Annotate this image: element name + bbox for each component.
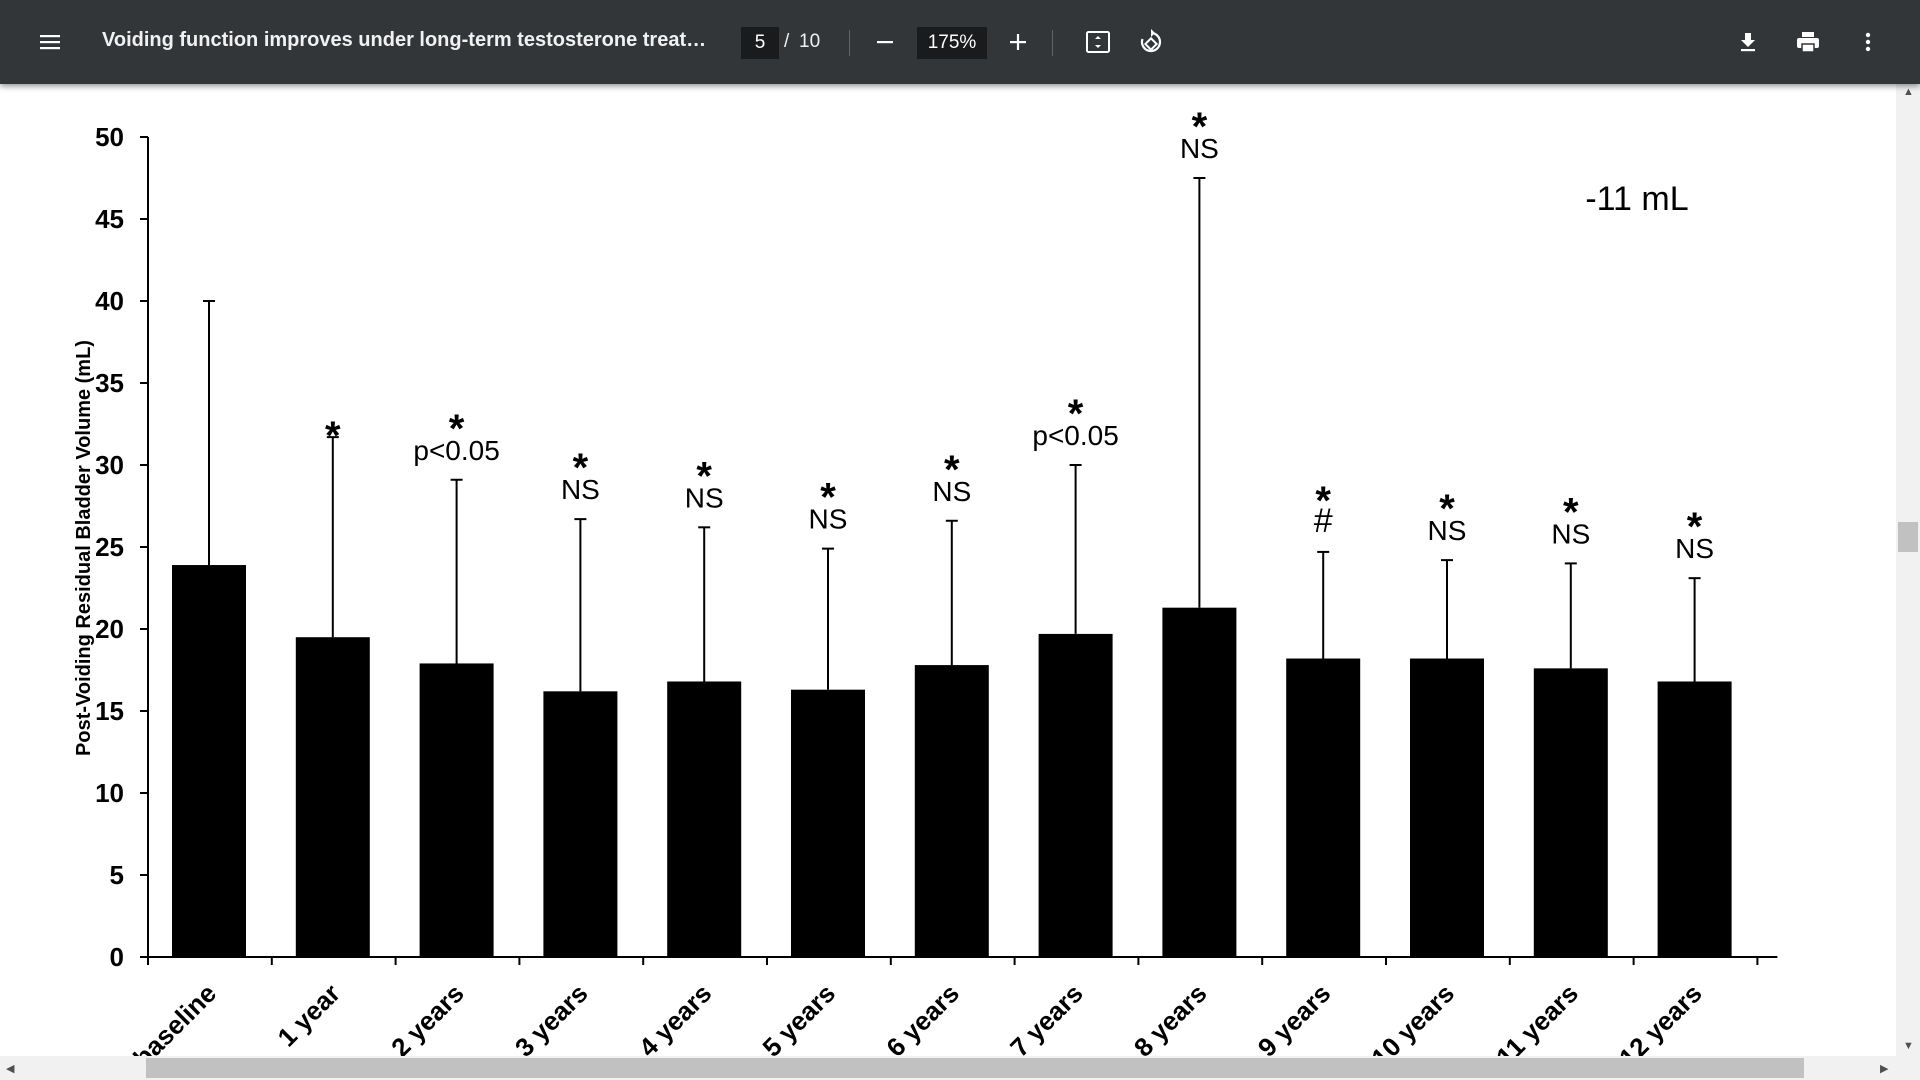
- hamburger-menu-icon[interactable]: [26, 18, 74, 66]
- horizontal-scrollbar-thumb[interactable]: [146, 1058, 1804, 1078]
- y-tick-label: 40: [95, 286, 124, 316]
- y-tick-label: 15: [95, 696, 124, 726]
- pdf-toolbar: Voiding function improves under long-ter…: [0, 0, 1920, 84]
- chart-bars: [172, 177, 1732, 957]
- bar: [172, 565, 246, 957]
- scroll-left-arrow-icon[interactable]: ◀: [6, 1063, 15, 1075]
- bar: [295, 637, 370, 957]
- x-tick-label: 8 years: [1128, 978, 1213, 1056]
- bar: [543, 691, 618, 957]
- significance-asterisk: *: [325, 414, 341, 458]
- bar: [914, 665, 989, 957]
- toolbar-divider: [1052, 30, 1053, 56]
- x-tick-label: baseline: [127, 978, 222, 1056]
- bar: [667, 681, 742, 957]
- y-tick-label: 0: [110, 942, 124, 972]
- y-tick-label: 50: [95, 122, 124, 152]
- pdf-page-viewer: 0 5 10 15 20 25 30 35 40 45 50 baseline * 1 year p<0.0…: [0, 84, 1896, 1056]
- page-separator: /: [784, 31, 790, 52]
- vertical-scrollbar[interactable]: [1896, 84, 1920, 1056]
- plus-icon: [1010, 34, 1026, 50]
- y-tick-label: 5: [110, 860, 124, 890]
- bar: [1533, 668, 1608, 957]
- x-tick-label: 2 years: [385, 978, 470, 1056]
- bar: [791, 689, 865, 957]
- download-icon: [1741, 33, 1755, 52]
- bar: [1038, 633, 1113, 957]
- x-tick-label: 7 years: [1004, 978, 1089, 1056]
- download-button[interactable]: [1724, 18, 1772, 66]
- significance-label: NS: [932, 476, 971, 507]
- significance-asterisk: *: [1439, 487, 1455, 531]
- scroll-right-arrow-icon[interactable]: ▶: [1880, 1063, 1889, 1075]
- fit-page-icon: [1086, 31, 1110, 53]
- bar: [1162, 607, 1237, 957]
- significance-asterisk: *: [1687, 505, 1703, 549]
- x-tick-label: 10 years: [1365, 978, 1460, 1056]
- minus-icon: [877, 41, 893, 44]
- print-icon: [1797, 32, 1819, 53]
- significance-asterisk: *: [820, 476, 836, 520]
- significance-label: NS: [1675, 533, 1714, 564]
- zoom-level-input[interactable]: [917, 27, 987, 59]
- significance-asterisk: *: [1192, 105, 1208, 149]
- significance-label: NS: [685, 482, 724, 513]
- bar: [1657, 681, 1732, 957]
- x-tick-label: 3 years: [509, 978, 594, 1056]
- more-options-button[interactable]: [1844, 18, 1892, 66]
- significance-label: NS: [1180, 133, 1219, 164]
- bar: [419, 663, 494, 957]
- y-tick-label: 30: [95, 450, 124, 480]
- significance-label: NS: [809, 504, 848, 535]
- x-tick-label: 1 year: [272, 978, 346, 1052]
- significance-asterisk: *: [1563, 490, 1579, 534]
- x-tick-label: 5 years: [757, 978, 842, 1056]
- x-tick-label: 4 years: [633, 978, 718, 1056]
- print-button[interactable]: [1784, 18, 1832, 66]
- significance-asterisk: *: [449, 407, 465, 451]
- significance-label: NS: [561, 474, 600, 505]
- significance-asterisk: *: [573, 446, 589, 490]
- scroll-down-arrow-icon[interactable]: ▼: [1903, 1040, 1914, 1052]
- fit-page-button[interactable]: [1074, 18, 1122, 66]
- bar: [1410, 658, 1484, 957]
- chart-annotation: -11 mL: [1585, 180, 1688, 218]
- significance-label: #: [1314, 502, 1333, 540]
- zoom-out-button[interactable]: [861, 18, 909, 66]
- page-number-input[interactable]: [741, 27, 779, 59]
- page-total: 10: [799, 31, 821, 52]
- bar: [1286, 658, 1361, 957]
- bar-chart: 0 5 10 15 20 25 30 35 40 45 50 baseline * 1 year p<0.0…: [73, 105, 1778, 1056]
- significance-label: NS: [1428, 515, 1467, 546]
- significance-asterisk: *: [944, 448, 960, 492]
- x-tick-label: 11 years: [1490, 978, 1584, 1056]
- x-tick-label: 9 years: [1252, 978, 1337, 1056]
- vertical-scrollbar-thumb[interactable]: [1898, 522, 1918, 552]
- more-vert-icon: [1865, 32, 1871, 52]
- y-axis-label: Post-Voiding Residual Bladder Volume (mL…: [73, 340, 95, 756]
- significance-label: NS: [1551, 518, 1590, 549]
- rotate-button[interactable]: [1127, 18, 1175, 66]
- significance-asterisk: *: [1315, 479, 1331, 523]
- significance-label: p<0.05: [1032, 420, 1118, 451]
- y-tick-label: 20: [95, 614, 124, 644]
- y-tick-label: 35: [95, 368, 124, 398]
- zoom-in-button[interactable]: [994, 18, 1042, 66]
- x-tick-label: 6 years: [880, 978, 965, 1056]
- scroll-up-arrow-icon[interactable]: ▲: [1903, 86, 1914, 98]
- rotate-icon: [1140, 29, 1162, 53]
- significance-asterisk: *: [1068, 392, 1084, 436]
- significance-asterisk: *: [696, 454, 712, 498]
- y-tick-label: 25: [95, 532, 124, 562]
- significance-label: p<0.05: [413, 435, 499, 466]
- y-tick-label: 10: [95, 778, 124, 808]
- toolbar-divider: [849, 30, 850, 56]
- y-tick-label: 45: [95, 204, 124, 234]
- document-title: Voiding function improves under long-ter…: [102, 29, 712, 51]
- x-tick-label: 12 years: [1613, 978, 1708, 1056]
